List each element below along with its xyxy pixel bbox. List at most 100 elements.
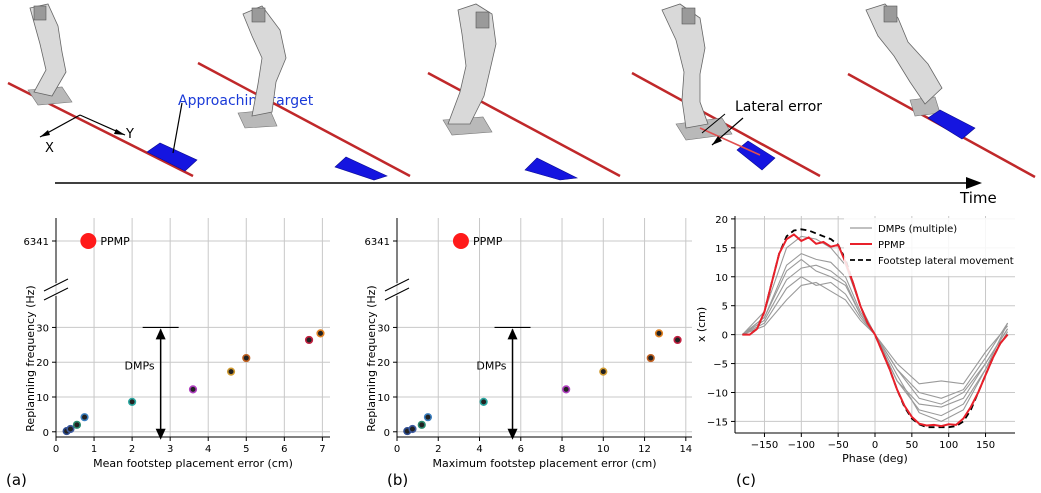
time-label: Time: [959, 189, 997, 207]
y-tick-label: −15: [707, 417, 728, 428]
y-axis-label: x (cm): [695, 307, 708, 342]
ppmp-label: PPMP: [100, 235, 130, 248]
y-tick-label: 30: [36, 323, 49, 334]
y-tick-label: 30: [377, 323, 390, 334]
ppmp-point: [80, 233, 97, 249]
dmp-point: [304, 335, 314, 345]
legend-label: Footstep lateral movement: [878, 256, 1014, 267]
y-tick-label: 20: [36, 358, 49, 369]
dmp-point: [128, 397, 137, 406]
panel-a-label: (a): [6, 471, 27, 489]
lateral-error-label: Lateral error: [735, 99, 822, 115]
dmp-point: [417, 420, 426, 429]
x-tick-label: 2: [129, 444, 135, 455]
y-tick-label: −10: [707, 388, 728, 399]
y-tick-label: 10: [715, 273, 728, 284]
dmp-point: [66, 424, 75, 434]
dmps-arrowhead-down: [507, 428, 518, 440]
x-tick-label: 6: [281, 444, 287, 455]
x-tick-label: 150: [976, 440, 995, 451]
x-tick-label: 14: [679, 444, 692, 455]
dmp-series-line: [742, 258, 1009, 408]
legend-label: DMPs (multiple): [878, 224, 957, 235]
robot-snapshot-3: [427, 3, 621, 181]
y-tick-label: 20: [715, 215, 728, 226]
dmp-point: [646, 353, 655, 363]
axis-y-label: Y: [125, 127, 134, 142]
x-axis-label: Mean footstep placement error (cm): [93, 457, 293, 470]
x-tick-label: 12: [638, 444, 651, 455]
x-tick-label: 3: [167, 444, 173, 455]
x-tick-label: 7: [319, 444, 325, 455]
dmp-point: [654, 329, 664, 338]
x-tick-label: 0: [872, 440, 878, 451]
x-tick-label: 1: [91, 444, 97, 455]
panel-c-label: (c): [736, 471, 756, 489]
line-panel-c: −150 −100 −50 0 50 100 15020151050−5−10−15Phas…: [695, 215, 1034, 465]
dmp-point: [226, 367, 236, 376]
y-axis-label: Replanning frequency (Hz): [24, 285, 37, 431]
robot-snapshot-2: [197, 5, 411, 181]
x-tick-label: 10: [597, 444, 610, 455]
dmps-arrowhead-down: [155, 428, 166, 440]
y-tick-label: 0: [722, 331, 728, 342]
x-tick-label: 0: [394, 444, 400, 455]
y-tick-label: 20: [377, 358, 390, 369]
y-break-tick-label: 6341: [365, 237, 390, 248]
robot-snapshot-4: [631, 3, 821, 178]
y-tick-label: 15: [715, 244, 728, 255]
dmp-point: [562, 385, 571, 394]
y-tick-label: 0: [384, 428, 390, 439]
dmp-point: [599, 367, 608, 376]
dmp-point: [72, 420, 82, 429]
x-tick-label: −150: [751, 440, 778, 451]
scatter-panel-b: 0 2 4 6 8 10 12 14 0 10 20 30 6341 Maximum footstep p…: [365, 218, 692, 470]
axis-break-mark: [43, 287, 69, 301]
dmps-arrowhead-up: [507, 328, 518, 340]
dmp-point: [673, 335, 682, 345]
dmp-point: [479, 397, 488, 406]
ppmp-label: PPMP: [473, 235, 503, 248]
reference-series-line: [742, 228, 1009, 429]
x-tick-label: −50: [828, 440, 849, 451]
dmp-point: [242, 353, 251, 363]
axis-break-mark: [384, 287, 410, 301]
ppmp-point: [452, 233, 469, 249]
x-tick-label: 6: [518, 444, 524, 455]
dmp-point: [316, 329, 325, 338]
y-axis-label: Replanning frequency (Hz): [365, 285, 378, 431]
dmp-point: [188, 385, 198, 394]
dmp-series-line: [742, 252, 1009, 399]
legend-box: [844, 218, 1034, 276]
y-tick-label: 10: [377, 393, 390, 404]
y-tick-label: 10: [36, 393, 49, 404]
x-tick-label: −100: [788, 440, 815, 451]
lateral-error-annotation: Lateral error: [701, 99, 822, 146]
dmps-label: DMPs: [125, 360, 155, 373]
panel-b-label: (b): [387, 471, 408, 489]
legend-label: PPMP: [878, 240, 905, 251]
dmp-point: [80, 413, 89, 422]
y-tick-label: 0: [43, 428, 49, 439]
robot-snapshot-1: [7, 3, 198, 178]
axis-break-mark: [43, 278, 69, 292]
dmp-series-line: [742, 281, 1009, 423]
dmp-series-line: [742, 276, 1009, 405]
dmp-point: [408, 424, 417, 434]
x-tick-label: 50: [905, 440, 918, 451]
y-break-tick-label: 6341: [24, 237, 49, 248]
x-tick-label: 8: [559, 444, 565, 455]
y-tick-label: 5: [722, 302, 728, 313]
dmps-arrowhead-up: [155, 328, 166, 340]
time-arrow: Time: [55, 177, 997, 207]
axis-x-label: X: [45, 141, 54, 156]
x-tick-label: 0: [53, 444, 59, 455]
x-axis-label: Maximum footstep placement error (cm): [433, 457, 657, 470]
x-tick-label: 4: [476, 444, 482, 455]
x-tick-label: 5: [243, 444, 249, 455]
ppmp-series-line: [742, 233, 1009, 428]
x-tick-label: 4: [205, 444, 211, 455]
snapshot-strip: X Y Approaching target: [7, 3, 1036, 207]
dmp-point: [423, 413, 433, 422]
